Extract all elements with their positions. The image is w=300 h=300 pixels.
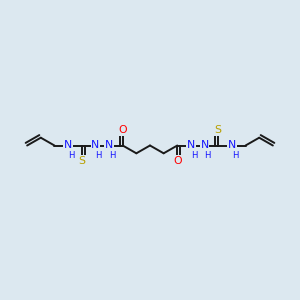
Text: H: H — [232, 151, 238, 160]
Text: H: H — [109, 151, 115, 160]
Text: S: S — [78, 156, 85, 166]
Text: S: S — [215, 125, 222, 135]
Text: N: N — [228, 140, 236, 151]
Text: H: H — [204, 151, 211, 160]
Text: N: N — [91, 140, 100, 151]
Text: O: O — [118, 125, 127, 135]
Text: N: N — [200, 140, 209, 151]
Text: N: N — [187, 140, 195, 151]
Text: H: H — [95, 151, 102, 160]
Text: N: N — [64, 140, 72, 151]
Text: O: O — [173, 156, 182, 166]
Text: H: H — [191, 151, 197, 160]
Text: H: H — [68, 151, 74, 160]
Text: N: N — [105, 140, 113, 151]
